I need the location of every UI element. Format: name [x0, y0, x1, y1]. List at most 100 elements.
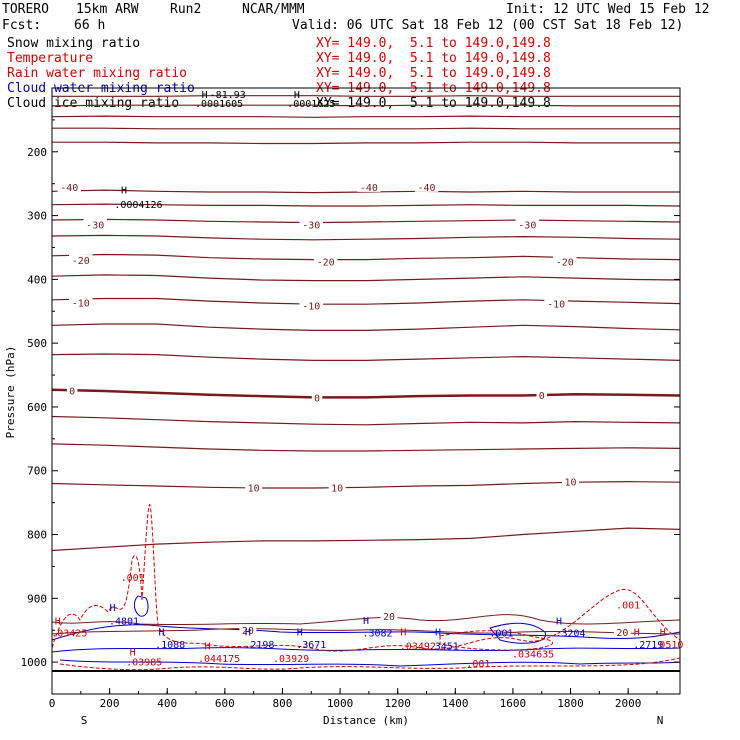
contour-label-bg [515, 218, 540, 230]
x-axis-title: Distance (km) [323, 714, 409, 727]
x-tick-label: 1400 [442, 697, 469, 710]
contour-label: 10 [331, 483, 343, 494]
y-tick-label: 300 [27, 210, 47, 223]
max-value-label: .03985 [126, 657, 162, 668]
y-tick-label: 500 [27, 337, 47, 350]
contour-label: -10 [547, 300, 565, 311]
max-value-label: .03492 [400, 641, 436, 652]
high-marker: H [205, 641, 211, 652]
contour-label-bg [69, 296, 93, 308]
x-tick-label: 1800 [557, 697, 584, 710]
field-temp-xy: XY= 149.0, 5.1 to 149.0,149.8 [316, 51, 551, 66]
isotherm-6 [51, 203, 681, 207]
rain-water-contour [59, 657, 681, 671]
cloud-water-contour [51, 647, 681, 653]
header-fcst-label: Fcst: [2, 18, 41, 33]
y-axis-title: Pressure (hPa) [4, 346, 17, 439]
y-tick-label: 200 [27, 146, 47, 159]
max-value-label: .2719 [633, 640, 663, 651]
contour-label: -30 [518, 221, 536, 232]
contour-label-bg [414, 180, 439, 192]
x-tick-label: 600 [215, 697, 235, 710]
org-label: NCAR/MMM [242, 2, 305, 17]
high-marker: H [297, 627, 303, 638]
high-marker: H [634, 627, 640, 638]
x-tick-label: 800 [273, 697, 293, 710]
contour-label: 20 [616, 628, 628, 639]
isotherm-12 [51, 323, 681, 331]
rain-water-contour [439, 630, 553, 651]
contour-label: -20 [556, 258, 574, 269]
high-marker: H [660, 627, 666, 638]
isotherm-2 [51, 115, 680, 118]
high-marker: H [130, 648, 136, 659]
contour-label: 0 [539, 391, 545, 402]
field-xy: XY= 149.0, 5.1 to 149.0,149.8 [316, 36, 551, 51]
max-value-label: .001 [121, 573, 145, 584]
value-labels: H -81.93.0001605H.0001625H.0004126.001.00… [51, 90, 683, 670]
temperature-isotherms [51, 95, 681, 552]
isotherm-5 [51, 189, 680, 194]
contour-label-bg [544, 297, 568, 309]
contour-label-bg [299, 218, 324, 230]
surface-temp-contour [51, 614, 681, 626]
contour-label-bg [311, 391, 323, 403]
high-marker: H [202, 90, 208, 101]
high-marker: H [294, 90, 300, 101]
run-label: Run2 [170, 2, 202, 17]
x-end-right: N [657, 714, 664, 727]
isotherm-13 [51, 353, 681, 361]
max-value-label: -81.93 [210, 90, 246, 101]
header-valid: Valid: 06 UTC Sat 18 Feb 12 (00 CST Sat … [292, 18, 683, 33]
high-marker: H [363, 616, 369, 627]
isotherm-0 [52, 95, 680, 97]
contour-label-bg [380, 610, 398, 622]
contour-label-bg [245, 481, 263, 493]
max-value-label: .001 [616, 601, 640, 612]
header-init: Init: 12 UTC Wed 15 Feb 12 [506, 2, 710, 17]
init-time: Init: 12 UTC Wed 15 Feb 12 [506, 2, 710, 17]
max-value-label: .1088 [155, 640, 185, 651]
contour-label: 20 [383, 612, 395, 623]
contour-label-bg [357, 180, 381, 192]
field-name: Snow mixing ratio [7, 36, 141, 51]
max-value-label: .3451 [429, 641, 459, 652]
contour-label-bg [299, 299, 324, 311]
contour-label-bg [57, 180, 82, 192]
isotherm-18 [51, 527, 681, 552]
y-tick-label: 800 [27, 529, 47, 542]
max-value-label: .001 [466, 659, 490, 670]
contour-label: -10 [72, 298, 90, 309]
high-marker: H [556, 616, 562, 627]
contour-label: 0 [314, 393, 320, 404]
max-value-label: .034635 [512, 650, 554, 661]
contour-label-bg [613, 626, 631, 638]
contour-label-bg [562, 475, 580, 487]
valid-time: Valid: 06 UTC Sat 18 Feb 12 (00 CST Sat … [292, 18, 684, 33]
isotherm-17 [51, 480, 681, 489]
max-value-label: .4801 [109, 616, 139, 627]
resolution: 15km ARW [76, 2, 139, 17]
cloud-water-contour [133, 595, 149, 617]
isotherm-11 [51, 297, 681, 305]
isotherm-3 [52, 127, 680, 130]
max-value-label: 0510 [659, 640, 683, 651]
x-tick-label: 2000 [615, 697, 642, 710]
field-name: Rain water mixing ratio [7, 66, 188, 81]
isotherm-16 [51, 443, 681, 452]
precip-contours [51, 504, 681, 672]
x-tick-label: 400 [157, 697, 177, 710]
x-tick-label: 1200 [384, 697, 411, 710]
max-value-label: .03929 [273, 654, 309, 665]
contour-label: 10 [565, 478, 577, 489]
header-run: Run2 [170, 2, 201, 17]
plot-frame [51, 87, 681, 695]
y-tick-label: 400 [27, 273, 47, 286]
y-tick-label: 1000 [21, 656, 48, 669]
rain-water-contour [51, 504, 681, 652]
x-tick-label: 0 [49, 697, 56, 710]
header-fcst-hours: 66 h [74, 18, 105, 33]
y-tick-label: 700 [27, 465, 47, 478]
max-value-label: .3671 [296, 640, 326, 651]
high-marker: H [400, 627, 406, 638]
